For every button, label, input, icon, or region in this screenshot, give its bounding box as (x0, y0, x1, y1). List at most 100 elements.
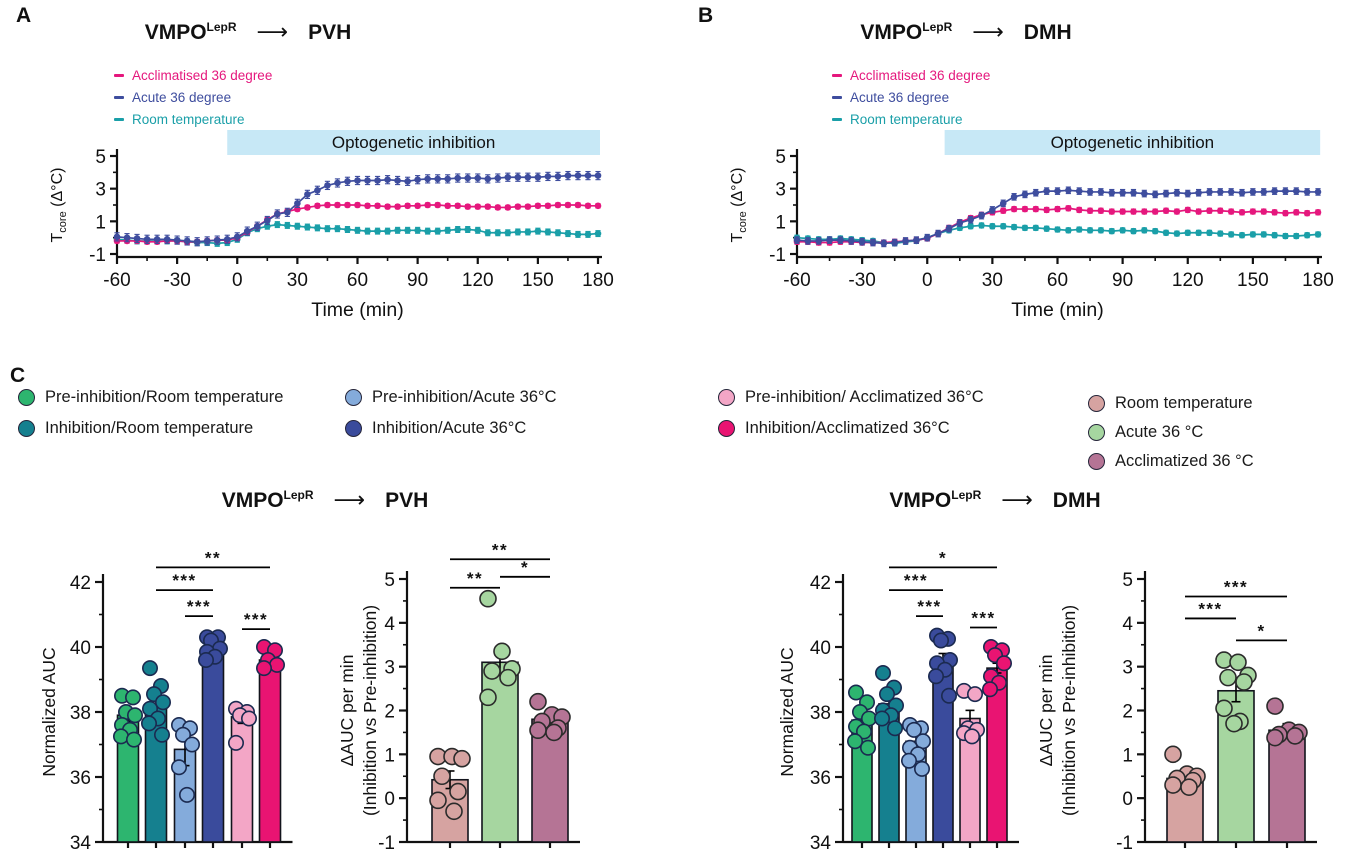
svg-text:150: 150 (1237, 270, 1269, 291)
significance-stars: * (1257, 621, 1265, 640)
svg-text:90: 90 (407, 270, 428, 291)
x-axis-label: Time (min) (311, 299, 403, 321)
data-point (1229, 653, 1247, 672)
legend-circle-icon (345, 389, 362, 406)
svg-text:-1: -1 (378, 833, 395, 854)
data-point (941, 687, 958, 704)
data-point (126, 731, 143, 748)
legend-circle-icon (18, 420, 35, 437)
svg-text:38: 38 (810, 703, 831, 724)
bar-group-1 (1215, 651, 1257, 843)
tick-labels: 42 40 38 36 34 Normalized AUC (777, 573, 831, 854)
svg-text:120: 120 (462, 270, 494, 291)
legend-item: Pre-inhibition/ Acclimatized 36°C (718, 388, 984, 407)
svg-text:-60: -60 (783, 270, 810, 291)
y-axis-label: Tcore (Δ°C) (49, 168, 69, 243)
svg-text:40: 40 (810, 638, 831, 659)
data-point (1235, 673, 1253, 691)
projection-target: PVH (308, 20, 352, 44)
legend-label: Acclimatized 36 °C (1115, 452, 1254, 470)
svg-text:3: 3 (95, 180, 106, 201)
legend-dash-icon (114, 117, 124, 121)
arrow-icon: ⟶ (333, 488, 366, 513)
legend-item: Inhibition/Room temperature (18, 419, 283, 438)
bar-group-3 (928, 627, 959, 843)
svg-text:150: 150 (522, 270, 554, 291)
svg-text:1: 1 (1122, 745, 1133, 766)
panel-b-label: B (698, 4, 714, 27)
data-point (928, 668, 945, 685)
projection-source: VMPOLepR (221, 488, 314, 512)
svg-text:42: 42 (70, 573, 91, 594)
significance-0-1: ** (450, 569, 500, 589)
data-point (113, 728, 130, 745)
data-point (1219, 668, 1237, 687)
svg-text:42: 42 (810, 573, 831, 594)
tick-labels: 42 40 38 36 34 Normalized AUC (39, 573, 91, 854)
projection-source: VMPOLepR (889, 488, 982, 512)
panel-c-legend-conditions: Room temperature Acute 36 °C Acclimatize… (1088, 394, 1254, 481)
svg-text:2: 2 (384, 702, 395, 723)
data-point (142, 660, 159, 677)
svg-text:5: 5 (384, 570, 395, 591)
svg-text:3: 3 (775, 180, 786, 201)
svg-text:3: 3 (384, 658, 395, 679)
svg-text:34: 34 (810, 833, 832, 854)
significance-1-2: * (500, 558, 550, 578)
tick-labels: 5 3 1 -1 -60 -30 0 30 60 90 120 150 180 Time (min) Tco… (729, 147, 1334, 321)
legend-label: Acclimatised 36 degree (132, 67, 273, 83)
legend-label: Acute 36 degree (850, 89, 950, 105)
svg-text:5: 5 (95, 147, 106, 168)
panel-a-label: A (16, 4, 32, 27)
svg-text:1: 1 (95, 212, 106, 233)
svg-text:0: 0 (1122, 789, 1133, 810)
significance-4-5: *** (970, 609, 997, 629)
legend-circle-icon (718, 420, 735, 437)
data-point (269, 656, 286, 673)
data-point (479, 688, 497, 707)
panel-c-legend-acute: Pre-inhibition/Acute 36°C Inhibition/Acu… (345, 388, 557, 450)
significance-stars: *** (1198, 599, 1222, 618)
panel-c-title-dmh: VMPOLepR ⟶ DMH (845, 488, 1145, 513)
legend-label: Pre-inhibition/ Acclimatized 36°C (745, 388, 984, 406)
legend-label: Pre-inhibition/Acute 36°C (372, 388, 557, 406)
data-point (1164, 745, 1182, 764)
data-point (1286, 727, 1304, 745)
data-point (860, 739, 877, 756)
projection-target: PVH (385, 488, 429, 512)
legend-label: Pre-inhibition/Room temperature (45, 388, 284, 406)
data-point (529, 721, 547, 740)
panel-c-title-pvh: VMPOLepR ⟶ PVH (175, 488, 475, 513)
significance-stars: *** (187, 597, 211, 616)
svg-text:38: 38 (70, 703, 91, 724)
svg-text:40: 40 (70, 638, 91, 659)
data-point (1225, 714, 1243, 733)
legend-dash-icon (114, 95, 124, 99)
data-point (175, 726, 192, 743)
data-point (1266, 697, 1284, 715)
legend-item: Inhibition/Acclimatized 36°C (718, 419, 984, 438)
significance-stars: ** (467, 569, 483, 588)
svg-text:4: 4 (384, 614, 395, 635)
panel-a-title: VMPOLepR ⟶ PVH (98, 20, 398, 45)
projection-source: VMPOLepR (144, 20, 237, 44)
series-acute-36-degree (113, 170, 602, 247)
legend-circle-icon (18, 389, 35, 406)
data-point (901, 752, 918, 769)
significance-1-3: *** (889, 571, 943, 592)
y-axis-label: (Inhibition vs Pre-inhibition) (1059, 605, 1079, 816)
optogenetic-band: Optogenetic inhibition (227, 130, 601, 155)
y-axis-label: Normalized AUC (777, 647, 797, 776)
legend-label: Inhibition/Room temperature (45, 419, 254, 437)
svg-text:-1: -1 (769, 245, 786, 266)
legend-item: Pre-inhibition/Room temperature (18, 388, 283, 407)
legend-circle-icon (1088, 424, 1105, 441)
svg-text:-30: -30 (848, 270, 875, 291)
svg-text:5: 5 (1122, 570, 1133, 591)
data-point (154, 726, 171, 743)
svg-text:0: 0 (232, 270, 243, 291)
significance-4-5: *** (242, 610, 270, 631)
legend-item: Pre-inhibition/Acute 36°C (345, 388, 557, 407)
